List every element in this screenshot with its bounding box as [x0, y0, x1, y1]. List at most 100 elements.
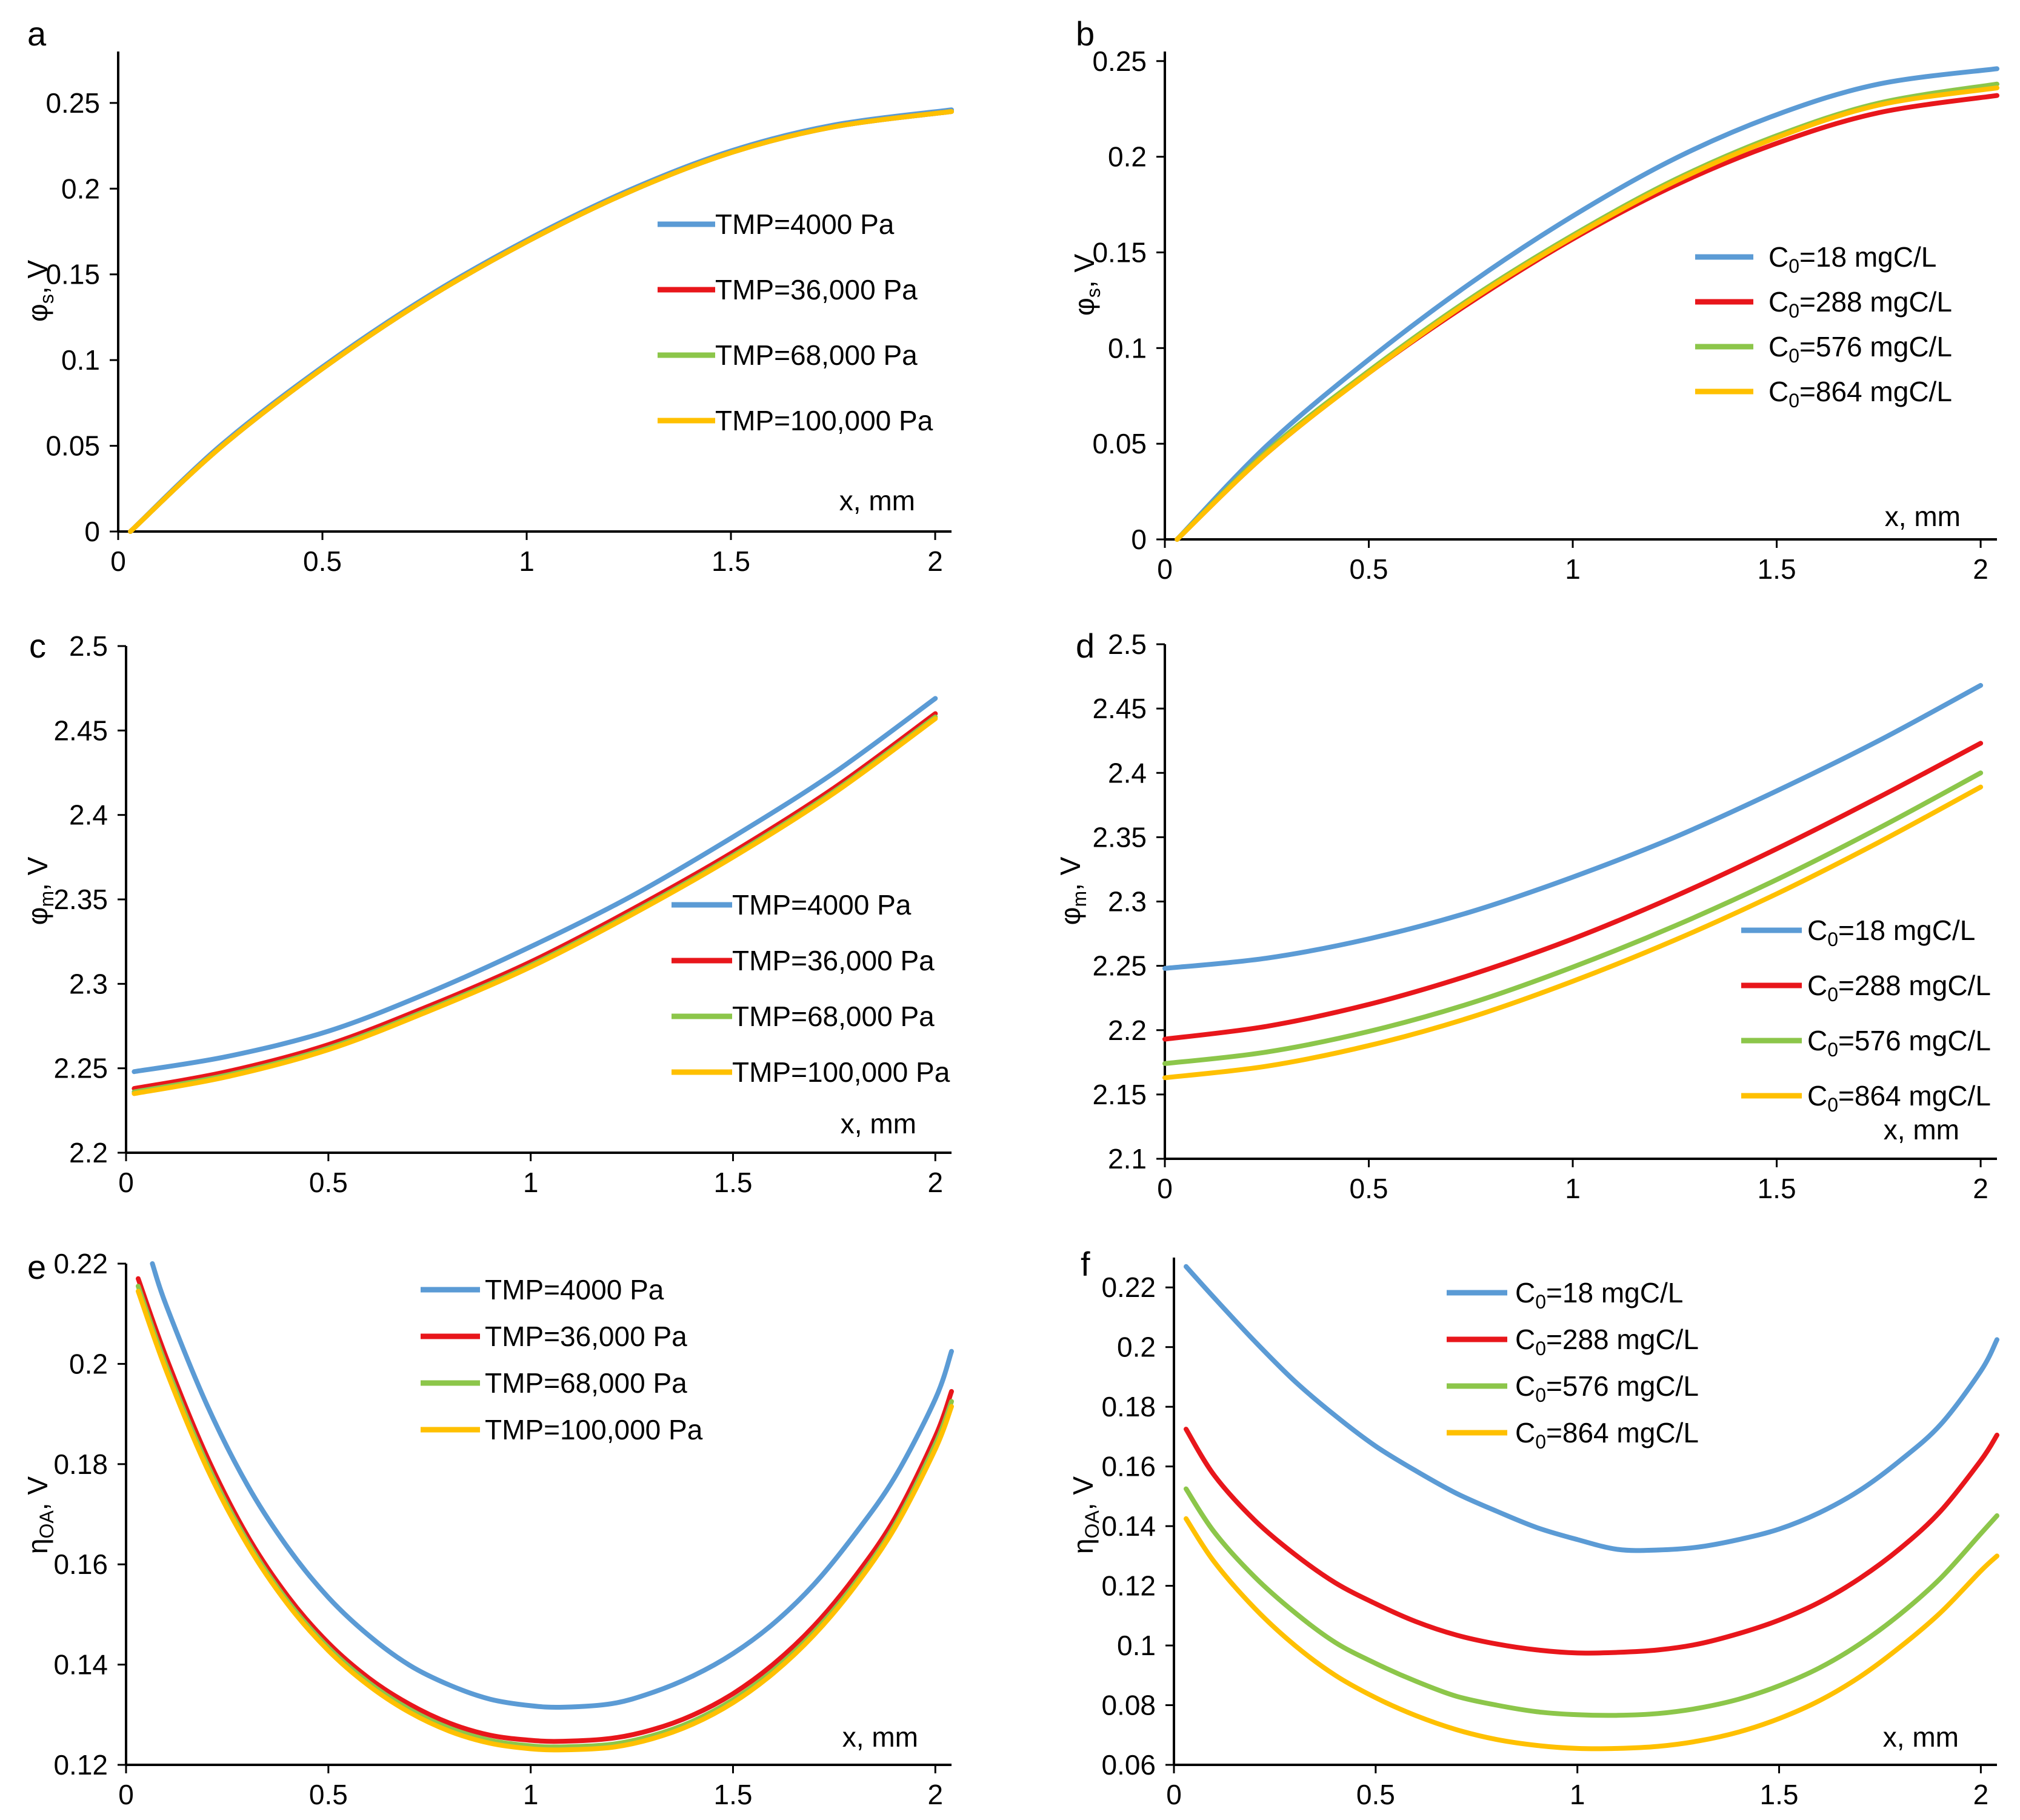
y-label-unit: , V	[22, 856, 53, 891]
legend-name: C	[1807, 1025, 1827, 1056]
series-line-blue	[132, 696, 938, 1075]
legend-value: =576 mgC/L	[1799, 331, 1952, 362]
y-tick-label: 0.18	[1101, 1391, 1156, 1422]
x-tick-label: 0	[110, 545, 126, 577]
y-tick-label: 0.05	[45, 430, 100, 462]
x-axis-label: x, mm	[841, 1108, 916, 1139]
y-axis-label: ηOA, V	[22, 1476, 58, 1554]
x-tick-label: 1	[1565, 553, 1581, 585]
legend-entry: TMP=68,000 Pa	[732, 1001, 935, 1032]
y-label-symbol: η	[22, 1538, 53, 1554]
legend-entry: C0=288 mgC/L	[1515, 1324, 1699, 1359]
series-line-red	[128, 109, 954, 534]
y-label-unit: , V	[1055, 856, 1086, 891]
chart-panel-f: f 0 0.5 1 1.5 2 0.06 0.08 0.1 0.12 0.14 0.16 0.18 0.2…	[1067, 1245, 1999, 1810]
y-tick-label: 0.25	[1092, 45, 1147, 77]
panel-label: e	[27, 1248, 46, 1286]
legend-name: C	[1768, 376, 1788, 407]
x-axis-label: x, mm	[842, 1721, 918, 1753]
legend-entry: TMP=4000 Pa	[732, 889, 912, 921]
x-tick-label: 0	[1157, 553, 1173, 585]
legend-entry: TMP=36,000 Pa	[732, 945, 935, 976]
chart-panel-e: e 0 0.5 1 1.5 2 0.12 0.14 0.16 0.18 0.2 0.22 x, mm ηO…	[22, 1248, 954, 1810]
panel-label: a	[27, 15, 47, 53]
x-tick-label: 1.5	[712, 545, 750, 577]
legend-entry: C0=864 mgC/L	[1807, 1080, 1991, 1116]
series-line-green	[128, 109, 954, 534]
series-line-yellow	[1162, 784, 1984, 1081]
chart-panel-a: a 0 0.5 1 1.5 2 0 0.05 0.1 0.15 0.2 0.25 x, mm φs, V T…	[22, 15, 954, 577]
x-tick-label: 2	[927, 545, 943, 577]
x-tick-label: 0.5	[1350, 553, 1388, 585]
legend-entry: C0=576 mgC/L	[1768, 331, 1952, 367]
legend-entry: C0=576 mgC/L	[1807, 1025, 1991, 1061]
y-label-unit: , V	[1067, 1476, 1099, 1511]
y-tick-label: 0.18	[53, 1448, 108, 1480]
legend-entry: C0=288 mgC/L	[1807, 970, 1991, 1005]
legend-value: =576 mgC/L	[1546, 1370, 1699, 1402]
legend-name: C	[1515, 1277, 1535, 1308]
series-line-yellow	[1184, 1516, 1999, 1752]
legend-value: =288 mgC/L	[1838, 970, 1991, 1001]
y-tick-label: 2.45	[53, 715, 108, 746]
series-line-blue	[1175, 66, 1999, 542]
y-label-subscript: OA	[36, 1510, 58, 1539]
y-label-symbol: φ	[22, 304, 53, 322]
y-tick-label: 0.16	[1101, 1451, 1156, 1482]
series-line-blue	[1184, 1264, 1999, 1553]
y-tick-label: 0.2	[1108, 141, 1147, 173]
series-line-blue	[1162, 682, 1984, 971]
y-tick-label: 0.16	[53, 1548, 108, 1580]
legend-entry: TMP=4000 Pa	[715, 208, 895, 240]
panel-label: d	[1076, 627, 1095, 665]
legend-subscript: 0	[1788, 345, 1799, 367]
y-tick-label: 2.4	[1108, 757, 1147, 788]
y-tick-label: 0.15	[1092, 236, 1147, 268]
panel-label: b	[1076, 15, 1095, 53]
y-tick-label: 2.45	[1092, 693, 1147, 724]
series-line-red	[136, 1276, 954, 1744]
y-tick-label: 2.15	[1092, 1079, 1147, 1110]
legend-subscript: 0	[1827, 928, 1838, 950]
series-line-green	[1162, 770, 1984, 1066]
legend-entry: TMP=100,000 Pa	[732, 1056, 950, 1088]
y-tick-label: 2.5	[1108, 628, 1147, 660]
y-tick-label: 2.5	[69, 630, 108, 662]
x-tick-label: 1.5	[1758, 553, 1796, 585]
legend: C0=18 mgC/LC0=288 mgC/LC0=576 mgC/LC0=86…	[1447, 1277, 1699, 1453]
x-tick-label: 1	[1570, 1779, 1585, 1810]
y-label-unit: , V	[22, 260, 53, 295]
x-tick-label: 0	[1157, 1173, 1173, 1204]
legend-subscript: 0	[1788, 390, 1799, 412]
y-tick-label: 0.08	[1101, 1690, 1156, 1721]
y-tick-label: 0.2	[61, 173, 100, 204]
x-axis-label: x, mm	[1884, 1114, 1959, 1145]
y-axis-label: φm, V	[1055, 856, 1090, 925]
y-tick-label: 0.2	[1117, 1332, 1156, 1363]
legend-value: =288 mgC/L	[1799, 286, 1952, 318]
legend-name: C	[1807, 1080, 1827, 1112]
series-line-yellow	[128, 109, 954, 534]
legend-name: C	[1768, 331, 1788, 362]
x-tick-label: 1	[519, 545, 535, 577]
x-axis-label: x, mm	[1885, 501, 1961, 532]
y-tick-label: 0.14	[53, 1649, 108, 1681]
y-tick-label: 0.25	[45, 87, 100, 119]
legend-entry: C0=288 mgC/L	[1768, 286, 1952, 322]
legend-value: =18 mgC/L	[1799, 241, 1936, 273]
legend-name: C	[1768, 241, 1788, 273]
x-tick-label: 0	[1166, 1779, 1182, 1810]
x-tick-label: 0.5	[303, 545, 342, 577]
y-label-subscript: s	[36, 294, 58, 304]
legend-value: =864 mgC/L	[1546, 1417, 1699, 1448]
legend: TMP=4000 Pa TMP=36,000 Pa TMP=68,000 Pa TMP…	[421, 1274, 703, 1445]
y-label-subscript: s	[1082, 288, 1104, 298]
legend-entry: C0=18 mgC/L	[1768, 241, 1936, 277]
legend-subscript: 0	[1535, 1338, 1546, 1359]
legend-name: C	[1515, 1370, 1535, 1402]
legend: C0=18 mgC/LC0=288 mgC/LC0=576 mgC/LC0=86…	[1741, 915, 1991, 1116]
y-axis-label: ηOA, V	[1067, 1476, 1103, 1554]
legend-name: C	[1807, 915, 1827, 946]
x-axis-label: x, mm	[1883, 1721, 1959, 1753]
